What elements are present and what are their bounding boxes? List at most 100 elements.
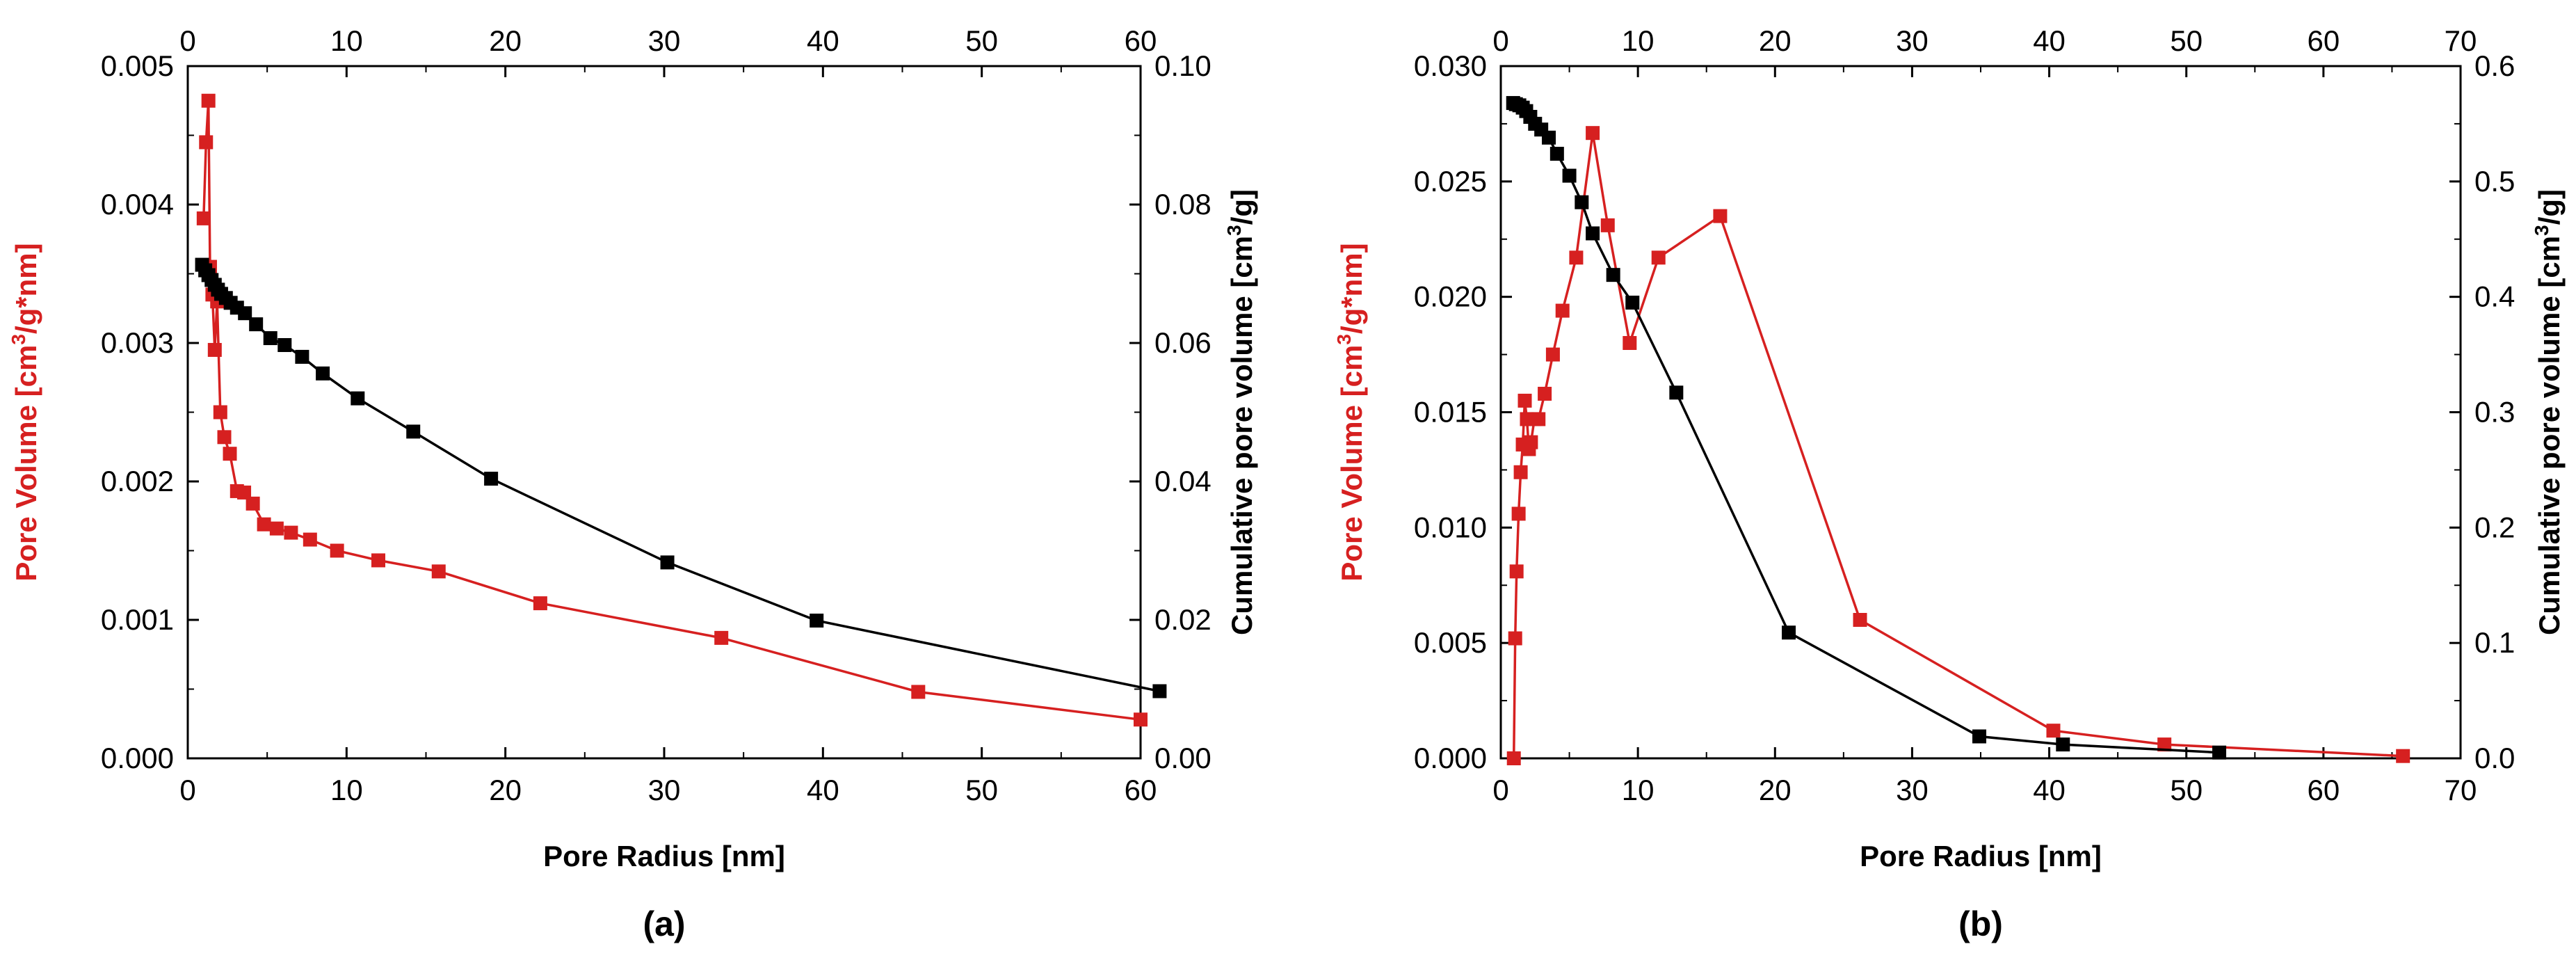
data-point [316,366,330,381]
series-line [201,264,1160,693]
data-point [1586,126,1600,141]
x-top-tick-label: 40 [807,24,839,57]
data-point [1575,195,1589,209]
data-point [1513,465,1528,479]
y-left-tick-label: 0.025 [1414,165,1487,198]
data-point [213,405,227,420]
data-point [431,564,446,579]
data-point [1669,385,1684,400]
y-left-tick-label: 0.003 [101,326,174,359]
data-point [199,135,214,150]
y-left-tick-label: 0.000 [101,742,174,774]
y-left-tick-label: 0.015 [1414,396,1487,429]
y-right-tick-label: 0.06 [1154,326,1211,359]
x-top-tick-label: 60 [1125,24,1157,57]
panel-b: 0 0 10 10 20 20 30 30 40 40 50 50 60 60 70 70 0.000 0.005… [1333,24,2566,943]
y-left-label-pre: Pore Volume [cm [1335,345,1368,582]
data-point [217,430,232,445]
data-point [249,317,264,332]
x-top-tick-label: 20 [1759,24,1792,57]
x-tick-label: 10 [1622,774,1655,806]
data-point [245,496,260,511]
y-left-axis-label: Pore Volume [cm3/g*nm] [8,243,42,581]
data-point [810,613,824,628]
data-point [1545,347,1560,362]
data-point [223,447,237,461]
x-top-tick-label: 0 [1492,24,1508,57]
data-point [1152,684,1167,698]
y-left-tick-label: 0.010 [1414,511,1487,543]
x-top-tick-label: 10 [330,24,363,57]
y-left-tick-label: 0.002 [101,465,174,497]
x-tick-label: 70 [2445,774,2477,806]
series-cumulative-pore-volume [1506,96,2227,760]
y-right-label-sup: 3 [2531,225,2552,236]
y-left-label-post: /g*nm] [1335,243,1368,334]
x-top-tick-label: 40 [2033,24,2066,57]
data-point [1538,386,1552,401]
data-point [1782,625,1796,640]
y-left-tick-label: 0.005 [101,49,174,82]
x-top-tick-label: 30 [648,24,681,57]
y-left-label-sup: 3 [1333,334,1355,345]
data-point [1524,435,1538,449]
series-pore-volume [1506,126,2410,765]
data-point [1511,506,1526,521]
x-tick-label: 0 [179,774,195,806]
y-left-tick-label: 0.020 [1414,280,1487,313]
data-point [1600,218,1615,232]
data-point [196,211,211,225]
y-right-label-post: /g] [2533,189,2566,225]
data-point [1853,613,1867,627]
series-pore-volume [196,93,1148,727]
data-point [1555,303,1570,318]
y-right-tick-label: 0.5 [2474,165,2515,198]
y-right-tick-label: 0.10 [1154,49,1211,82]
series-cumulative-pore-volume [195,257,1167,698]
x-top-tick-label: 10 [1622,24,1655,57]
data-point [1518,393,1532,408]
data-point [484,472,499,486]
data-point [714,630,729,645]
y-right-tick-label: 0.0 [2474,742,2515,774]
x-top-tick-label: 20 [489,24,522,57]
data-point [2396,749,2410,763]
data-point [2056,737,2070,752]
series-line [1513,102,2220,754]
data-point [207,342,222,357]
y-right-axis-label: Cumulative pore volume [cm3/g] [1223,189,1258,635]
data-point [201,93,216,108]
data-point [1531,412,1546,426]
plot-frame [1499,65,2462,760]
series-line [1512,132,2404,759]
data-point [1625,295,1640,310]
y-right-tick-label: 0.00 [1154,742,1211,774]
data-point [330,543,344,558]
x-top-tick-label: 60 [2307,24,2340,57]
data-point [263,331,277,346]
data-point [1542,130,1556,145]
data-point [1651,250,1666,265]
y-left-tick-label: 0.004 [101,188,174,221]
data-point [303,532,317,547]
data-point [2046,724,2061,738]
y-right-label-sup: 3 [1223,225,1245,236]
y-left-label-sup: 3 [8,334,29,345]
y-right-label-post: /g] [1225,189,1258,225]
x-top-tick-label: 50 [965,24,998,57]
y-right-axis-label: Cumulative pore volume [cm3/g] [2531,189,2566,635]
data-point [295,349,309,364]
data-point [284,525,298,540]
data-point [371,553,385,568]
data-point [1713,209,1728,223]
panel-label: (a) [643,904,685,943]
x-tick-label: 40 [2033,774,2066,806]
data-point [1134,712,1148,727]
y-left-tick-label: 0.000 [1414,742,1487,774]
data-point [1509,564,1524,579]
x-axis-label: Pore Radius [nm] [543,840,785,872]
panel-label: (b) [1958,904,2003,943]
x-tick-label: 60 [2307,774,2340,806]
panel-a: 0 0 10 10 20 20 30 30 40 40 50 50 60 60 0.000 0.001 0.00… [8,24,1258,943]
